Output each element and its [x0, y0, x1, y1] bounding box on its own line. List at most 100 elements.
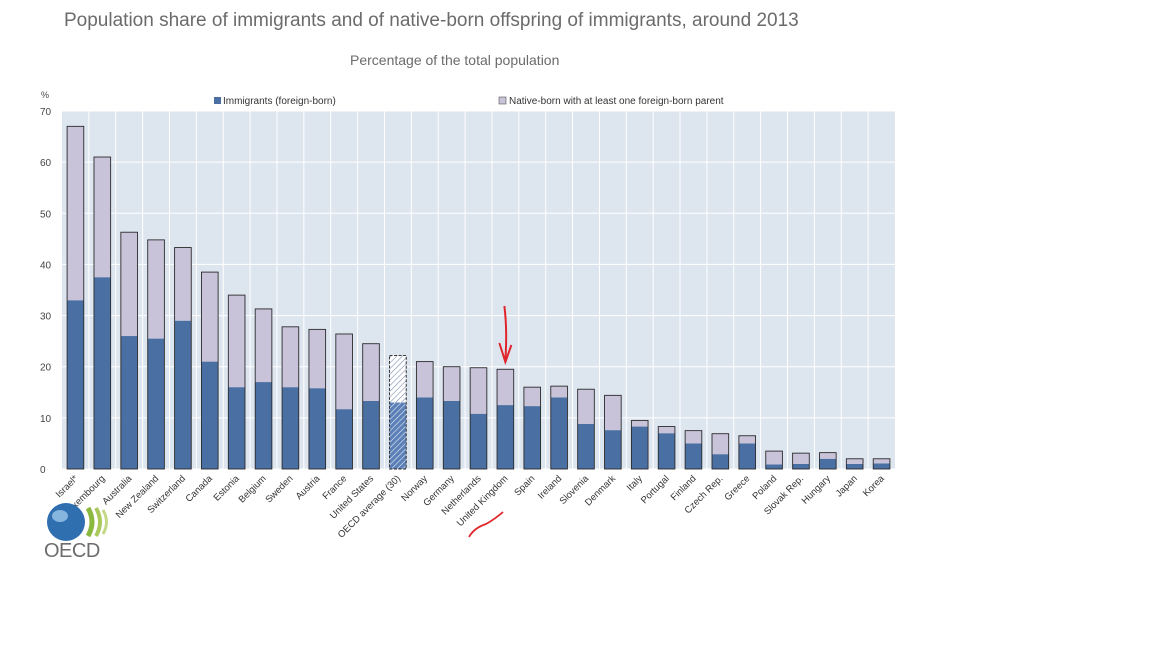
bar-immigrants [550, 397, 568, 469]
red-arrow-icon [498, 305, 513, 366]
bar-immigrants [497, 405, 514, 469]
x-tick-label: Spain [512, 473, 537, 498]
bar-native-born [497, 369, 514, 406]
bar-immigrants [147, 338, 165, 469]
bar-native-born [389, 355, 407, 403]
bar-immigrants [631, 426, 649, 469]
bar-native-born [201, 272, 219, 362]
bar-outline [442, 366, 461, 470]
y-tick-label: 50 [40, 209, 52, 220]
bar-immigrants [443, 400, 460, 469]
bar-native-born [255, 308, 272, 383]
bar-outline [577, 388, 595, 470]
x-tick-label: Korea [861, 473, 887, 499]
bar-native-born [712, 433, 729, 455]
bar-outline [630, 419, 649, 470]
bar-native-born [93, 157, 111, 278]
bar-native-born [604, 395, 622, 431]
bar-outline [174, 247, 192, 470]
bar-outline [147, 239, 165, 470]
bar-native-born [819, 452, 837, 459]
chart-subtitle: Percentage of the total population [350, 52, 560, 68]
bar-immigrants [282, 387, 299, 469]
y-tick-label: 20 [40, 363, 52, 374]
bar-immigrants [792, 463, 810, 469]
bar-outline [738, 435, 756, 470]
red-underline-mark [468, 511, 504, 538]
legend-swatch-native-born [498, 96, 507, 105]
bar-immigrants [470, 413, 487, 469]
y-tick-label: 0 [40, 465, 46, 476]
bar-outline [711, 433, 730, 470]
bar-outline [335, 333, 353, 470]
bar-outline [201, 271, 219, 470]
bar-native-born [792, 453, 810, 464]
x-tick-label: Greece [723, 473, 753, 503]
bar-outline [604, 394, 622, 470]
x-tick-label: Portugal [639, 473, 672, 506]
bar-immigrants [67, 300, 84, 469]
bar-outline [389, 355, 407, 470]
bar-outline [308, 328, 327, 470]
bar-outline [66, 125, 85, 470]
bar-immigrants [93, 277, 111, 469]
bar-outline [120, 231, 138, 470]
bar-native-born [120, 232, 138, 337]
bar-immigrants [577, 423, 595, 469]
bar-outline [93, 156, 112, 470]
bar-native-born [846, 458, 864, 464]
bar-native-born [416, 361, 434, 398]
bar-native-born [67, 126, 84, 301]
bar-outline [792, 452, 810, 470]
bar-native-born [443, 366, 460, 401]
bar-outline [657, 426, 676, 470]
bar-immigrants [308, 388, 326, 469]
bar-outline [362, 343, 380, 470]
bar-native-born [658, 426, 675, 434]
bar-native-born [470, 367, 487, 414]
bar-outline [684, 430, 703, 470]
legend-label-immigrants: Immigrants (foreign-born) [223, 96, 336, 107]
bar-immigrants [873, 463, 890, 469]
bar-native-born [631, 420, 649, 427]
x-tick-label: Sweden [263, 473, 295, 505]
bar-immigrants [120, 336, 138, 469]
bar-native-born [685, 430, 702, 444]
bar-immigrants [255, 382, 272, 469]
y-axis-label: % [41, 90, 49, 100]
bar-immigrants [819, 458, 837, 469]
y-tick-label: 70 [40, 107, 52, 118]
bar-outline [415, 361, 434, 470]
bar-native-born [308, 329, 326, 389]
bar-immigrants [228, 387, 245, 469]
bar-native-born [873, 458, 890, 464]
bar-outline [227, 294, 246, 470]
bar-immigrants [416, 397, 434, 469]
bar-immigrants [604, 430, 622, 469]
oecd-logo-text: OECD [44, 540, 100, 562]
y-tick-label: 40 [40, 260, 52, 271]
bar-native-born [147, 239, 165, 339]
x-tick-label: Japan [834, 473, 860, 499]
x-tick-label: Canada [184, 473, 216, 505]
x-tick-label: Austria [294, 473, 323, 502]
bar-native-born [738, 435, 756, 444]
bar-immigrants [658, 433, 675, 469]
bar-immigrants [523, 406, 541, 469]
bar-outline [281, 326, 300, 470]
x-tick-label: Belgium [237, 473, 269, 505]
bar-immigrants [174, 320, 192, 469]
bar-immigrants [201, 361, 219, 469]
bar-outline [872, 458, 891, 470]
bar-native-born [335, 333, 353, 410]
bar-outline [469, 367, 488, 470]
bar-native-born [174, 247, 192, 321]
bar-immigrants [685, 443, 702, 469]
bar-immigrants [362, 400, 380, 469]
bar-outline [765, 450, 783, 470]
bar-outline [550, 385, 568, 470]
bar-immigrants [738, 443, 756, 469]
bar-native-born [282, 326, 299, 388]
bar-native-born [362, 343, 380, 401]
